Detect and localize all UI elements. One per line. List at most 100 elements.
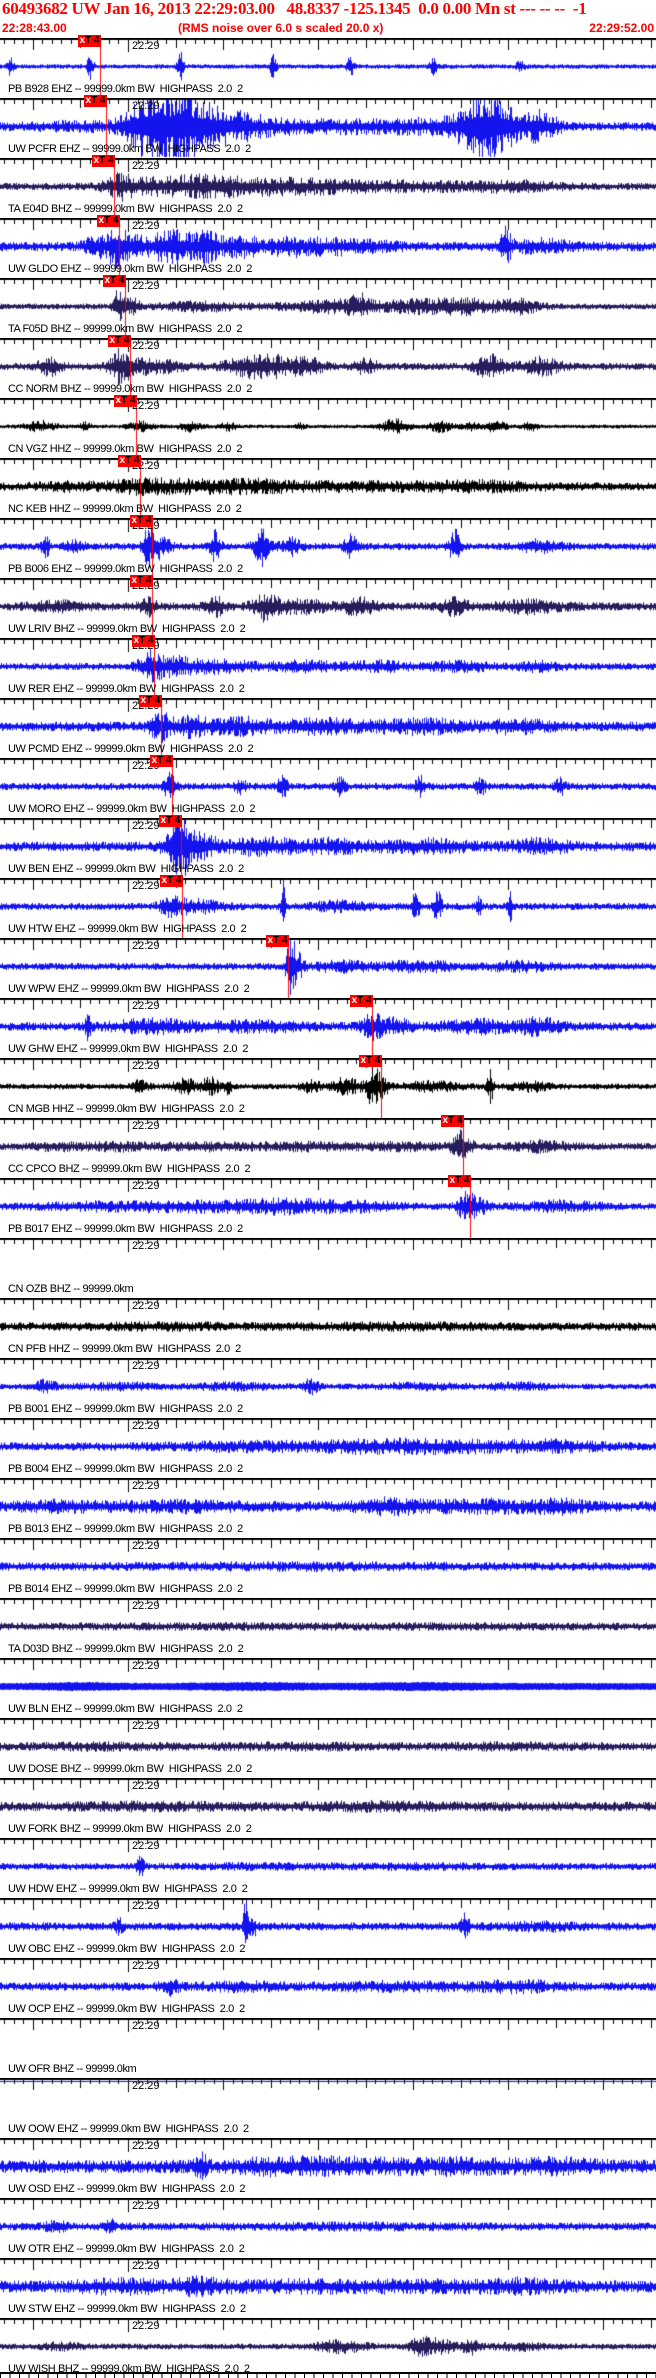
pick-flag[interactable]: xT 4: [108, 335, 131, 347]
waveform-canvas[interactable]: [0, 2138, 656, 2198]
time-tick-label: 22:29: [132, 1060, 160, 1072]
trace-row: 22:29 PB B014 EHZ -- 99999.0km BW HIGHPAS…: [0, 1538, 656, 1598]
waveform-canvas[interactable]: [0, 2258, 656, 2318]
station-channel-label: UW MORO EHZ -- 99999.0km BW HIGHPASS 2.0…: [8, 803, 256, 815]
pick-flag[interactable]: xT 4: [78, 35, 101, 47]
pick-flag[interactable]: xT 4: [150, 755, 173, 767]
pick-flag-text: T 4: [121, 395, 136, 406]
trace-row: 22:29 UW HTW EHZ -- 99999.0km BW HIGHPASS…: [0, 875, 656, 938]
waveform-canvas[interactable]: [0, 1958, 656, 2018]
station-channel-label: CN PFB HHZ -- 99999.0km BW HIGHPASS 2.0 …: [8, 1343, 241, 1355]
waveform-canvas[interactable]: [0, 1118, 656, 1178]
pick-flag[interactable]: xT 4: [132, 635, 155, 647]
time-tick-label: 22:29: [132, 1660, 160, 1672]
trace-row: 22:29 UW STW EHZ -- 99999.0km BW HIGHPASS…: [0, 2258, 656, 2318]
trace-row: 22:29 UW DOSE BHZ -- 99999.0km BW HIGHPAS…: [0, 1718, 656, 1778]
waveform-canvas[interactable]: [0, 938, 656, 998]
time-tick-label: 22:29: [132, 1840, 160, 1852]
pick-flag[interactable]: xT 4: [159, 815, 182, 827]
trace-row: 22:29 TA F05D BHZ -- 99999.0km BW HIGHPAS…: [0, 275, 656, 338]
trace-row: 22:29 UW BLN EHZ -- 99999.0km BW HIGHPASS…: [0, 1658, 656, 1718]
station-channel-label: UW HDW EHZ -- 99999.0km BW HIGHPASS 2.0 …: [8, 1883, 248, 1895]
pick-flag[interactable]: xT 4: [139, 695, 162, 707]
pick-flag[interactable]: xT 4: [266, 935, 289, 947]
trace-row: 22:29 UW MORO EHZ -- 99999.0km BW HIGHPAS…: [0, 755, 656, 818]
pick-flag[interactable]: xT 4: [84, 95, 107, 107]
pick-flag[interactable]: xT 4: [160, 875, 183, 887]
station-channel-label: UW OBC EHZ -- 99999.0km BW HIGHPASS 2.0 …: [8, 1943, 246, 1955]
waveform-canvas[interactable]: [0, 1538, 656, 1598]
waveform-canvas[interactable]: [0, 398, 656, 458]
waveform-canvas[interactable]: [0, 578, 656, 638]
station-channel-label: CN OZB BHZ -- 99999.0km: [8, 1283, 134, 1295]
waveform-canvas[interactable]: [0, 1658, 656, 1718]
pick-flag-x-glyph: x: [449, 1175, 456, 1186]
waveform-canvas[interactable]: [0, 2198, 656, 2258]
station-channel-label: UW LRIV BHZ -- 99999.0km BW HIGHPASS 2.0…: [8, 623, 246, 635]
waveform-canvas[interactable]: [0, 1178, 656, 1238]
pick-flag-text: T 4: [167, 875, 182, 886]
station-channel-label: PB B006 EHZ -- 99999.0km BW HIGHPASS 2.0…: [8, 563, 243, 575]
time-tick-label: 22:29: [132, 1600, 160, 1612]
waveform-canvas[interactable]: [0, 158, 656, 218]
pick-flag[interactable]: xT 4: [359, 1055, 382, 1067]
pick-flag[interactable]: xT 4: [441, 1115, 464, 1127]
pick-flag-x-glyph: x: [151, 755, 158, 766]
waveform-canvas[interactable]: [0, 758, 656, 818]
waveform-canvas[interactable]: [0, 518, 656, 578]
waveform-canvas[interactable]: [0, 1598, 656, 1658]
pick-flag[interactable]: xT 4: [92, 155, 115, 167]
waveform-canvas[interactable]: [0, 878, 656, 938]
waveform-canvas[interactable]: [0, 818, 656, 878]
time-tick-label: 22:29: [132, 1780, 160, 1792]
station-channel-label: UW GLDO EHZ -- 99999.0km BW HIGHPASS 2.0…: [8, 263, 253, 275]
waveform-canvas[interactable]: [0, 458, 656, 518]
waveform-canvas[interactable]: [0, 1778, 656, 1838]
waveform-canvas[interactable]: [0, 2078, 656, 2138]
waveform-canvas[interactable]: [0, 1058, 656, 1118]
time-tick-label: 22:29: [132, 1720, 160, 1732]
waveform-canvas[interactable]: [0, 338, 656, 398]
pick-flag[interactable]: xT 4: [130, 515, 153, 527]
pick-flag-text: T 4: [125, 455, 140, 466]
waveform-canvas[interactable]: [0, 1298, 656, 1358]
pick-flag-x-glyph: x: [79, 35, 86, 46]
pick-flag-text: T 4: [91, 95, 106, 106]
time-tick-label: 22:29: [132, 2320, 160, 2332]
waveform-canvas[interactable]: [0, 998, 656, 1058]
pick-flag-text: T 4: [448, 1115, 463, 1126]
waveform-canvas[interactable]: [0, 638, 656, 698]
waveform-canvas[interactable]: [0, 698, 656, 758]
waveform-canvas[interactable]: [0, 98, 656, 158]
waveform-canvas[interactable]: [0, 1358, 656, 1418]
waveform-canvas[interactable]: [0, 2318, 656, 2378]
bottom-axis-ticks: [0, 2374, 656, 2378]
pick-flag[interactable]: xT 4: [103, 275, 126, 287]
waveform-canvas[interactable]: [0, 278, 656, 338]
waveform-canvas[interactable]: [0, 1718, 656, 1778]
waveform-canvas[interactable]: [0, 2018, 656, 2078]
pick-flag[interactable]: xT 4: [114, 395, 137, 407]
pick-flag[interactable]: xT 4: [350, 995, 373, 1007]
waveform-canvas[interactable]: [0, 1478, 656, 1538]
trace-row: 22:29 UW PCFR EHZ -- 99999.0km BW HIGHPAS…: [0, 95, 656, 158]
pick-flag[interactable]: xT 4: [97, 215, 120, 227]
station-channel-label: PB B004 EHZ -- 99999.0km BW HIGHPASS 2.0…: [8, 1463, 243, 1475]
rms-scaling-note: (RMS noise over 6.0 s scaled 20.0 x): [178, 21, 384, 35]
waveform-canvas[interactable]: [0, 1238, 656, 1298]
pick-flag[interactable]: xT 4: [448, 1175, 471, 1187]
pick-flag[interactable]: xT 4: [118, 455, 141, 467]
time-tick-label: 22:29: [132, 1480, 160, 1492]
time-tick-label: 22:29: [132, 1360, 160, 1372]
waveform-canvas[interactable]: [0, 1838, 656, 1898]
waveform-canvas[interactable]: [0, 1898, 656, 1958]
waveform-canvas[interactable]: [0, 218, 656, 278]
waveform-canvas[interactable]: [0, 1418, 656, 1478]
pick-flag-text: T 4: [273, 935, 288, 946]
pick-flag[interactable]: xT 4: [130, 575, 153, 587]
trace-row: 22:29 CN PFB HHZ -- 99999.0km BW HIGHPASS…: [0, 1298, 656, 1358]
waveform-canvas[interactable]: [0, 38, 656, 98]
